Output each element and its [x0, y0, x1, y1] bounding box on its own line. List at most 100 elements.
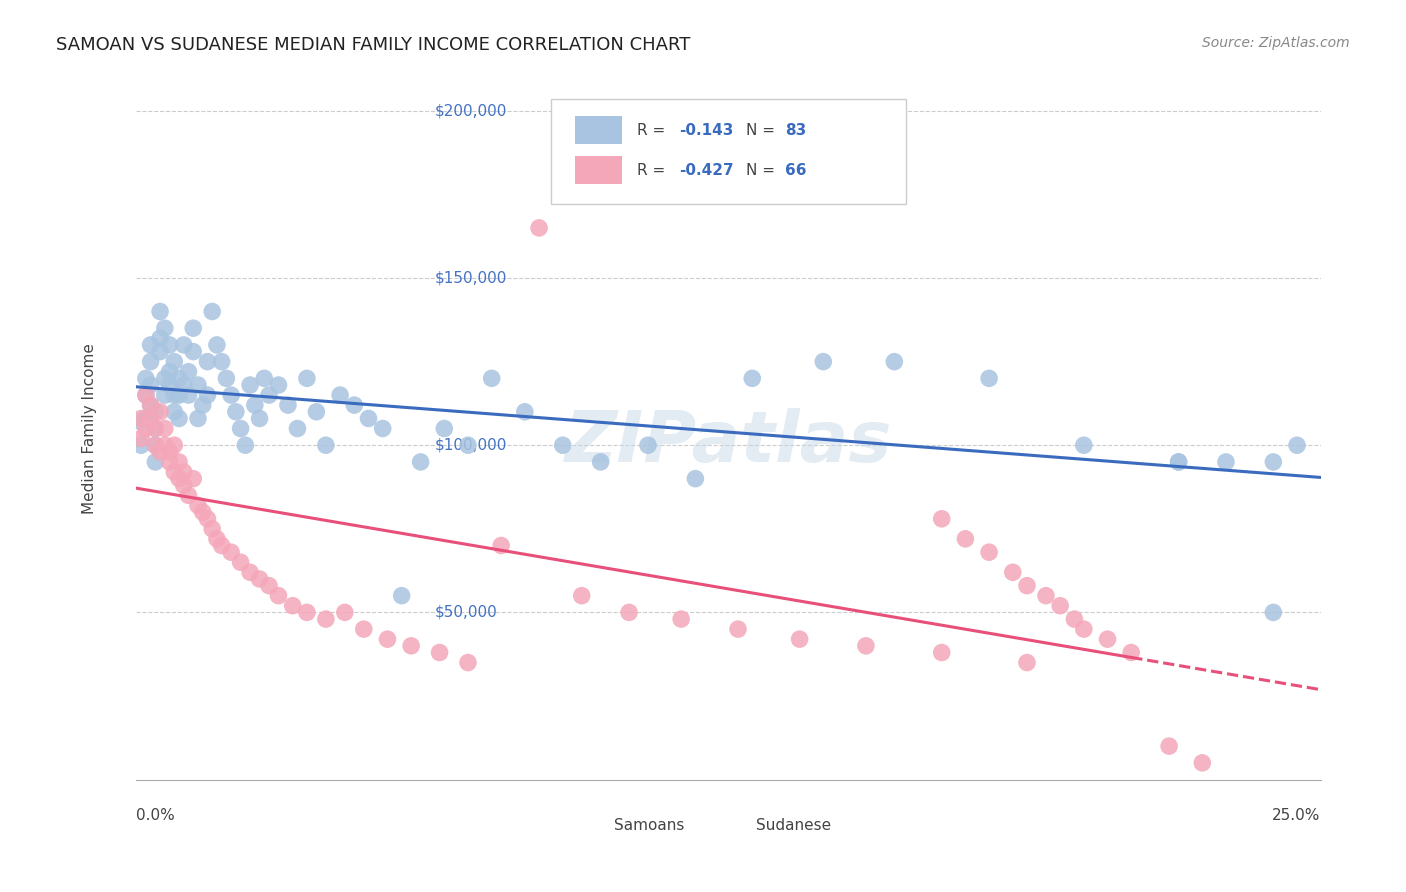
- Point: [149, 405, 172, 419]
- Point: [267, 378, 290, 392]
- Point: [1263, 455, 1285, 469]
- Point: [135, 421, 157, 435]
- Point: [1001, 566, 1024, 580]
- Point: [167, 411, 190, 425]
- Point: [295, 371, 318, 385]
- Point: [187, 499, 209, 513]
- Point: [229, 421, 252, 435]
- Point: [187, 411, 209, 425]
- Point: [201, 522, 224, 536]
- Point: [129, 438, 152, 452]
- Point: [159, 455, 181, 469]
- Point: [129, 432, 152, 446]
- Point: [1049, 599, 1071, 613]
- Point: [253, 371, 276, 385]
- Point: [225, 405, 247, 419]
- Point: [243, 398, 266, 412]
- Point: [855, 639, 877, 653]
- Point: [149, 304, 172, 318]
- Point: [257, 388, 280, 402]
- Point: [1167, 455, 1189, 469]
- Point: [163, 465, 186, 479]
- Point: [239, 378, 262, 392]
- Point: [143, 421, 166, 435]
- Point: [173, 478, 195, 492]
- Point: [135, 411, 157, 425]
- Point: [1191, 756, 1213, 770]
- Point: [191, 505, 214, 519]
- Point: [143, 405, 166, 419]
- Point: [685, 472, 707, 486]
- Point: [399, 639, 422, 653]
- Point: [143, 421, 166, 435]
- Text: 66: 66: [786, 162, 807, 178]
- Point: [139, 411, 162, 425]
- Point: [197, 388, 219, 402]
- Point: [143, 438, 166, 452]
- Text: $100,000: $100,000: [434, 438, 508, 453]
- Point: [409, 455, 432, 469]
- Point: [239, 566, 262, 580]
- Point: [149, 331, 172, 345]
- Point: [789, 632, 811, 647]
- Point: [167, 371, 190, 385]
- Point: [589, 455, 612, 469]
- Point: [267, 589, 290, 603]
- Point: [197, 354, 219, 368]
- Point: [177, 488, 200, 502]
- Point: [329, 388, 352, 402]
- Text: $50,000: $50,000: [434, 605, 498, 620]
- Text: R =: R =: [637, 162, 671, 178]
- Point: [551, 438, 574, 452]
- Point: [249, 411, 271, 425]
- Point: [205, 532, 228, 546]
- Point: [153, 388, 176, 402]
- Point: [153, 371, 176, 385]
- Point: [481, 371, 503, 385]
- Point: [571, 589, 593, 603]
- Point: [277, 398, 299, 412]
- Point: [139, 378, 162, 392]
- Point: [139, 354, 162, 368]
- Point: [1097, 632, 1119, 647]
- Point: [129, 415, 152, 429]
- Point: [181, 321, 204, 335]
- Text: R =: R =: [637, 122, 671, 137]
- Point: [181, 344, 204, 359]
- Point: [489, 539, 512, 553]
- Point: [177, 388, 200, 402]
- Point: [669, 612, 692, 626]
- Text: $150,000: $150,000: [434, 270, 508, 285]
- Point: [153, 421, 176, 435]
- Point: [205, 338, 228, 352]
- Point: [1121, 646, 1143, 660]
- Point: [173, 378, 195, 392]
- Point: [163, 354, 186, 368]
- Point: [187, 378, 209, 392]
- Point: [181, 472, 204, 486]
- Point: [191, 398, 214, 412]
- Point: [1063, 612, 1085, 626]
- Point: [159, 338, 181, 352]
- Point: [219, 388, 242, 402]
- Point: [315, 438, 337, 452]
- Point: [173, 465, 195, 479]
- Bar: [704, 816, 747, 836]
- Point: [163, 438, 186, 452]
- Point: [219, 545, 242, 559]
- Point: [457, 656, 479, 670]
- Text: Median Family Income: Median Family Income: [82, 343, 97, 514]
- Point: [215, 371, 238, 385]
- Point: [129, 411, 152, 425]
- Point: [143, 438, 166, 452]
- FancyBboxPatch shape: [551, 98, 907, 204]
- Point: [139, 338, 162, 352]
- Text: ZIPatlas: ZIPatlas: [565, 408, 893, 477]
- Point: [159, 365, 181, 379]
- Text: Source: ZipAtlas.com: Source: ZipAtlas.com: [1202, 36, 1350, 50]
- Point: [143, 455, 166, 469]
- Point: [211, 539, 233, 553]
- Point: [153, 321, 176, 335]
- Point: [1167, 455, 1189, 469]
- Text: Samoans: Samoans: [613, 818, 685, 833]
